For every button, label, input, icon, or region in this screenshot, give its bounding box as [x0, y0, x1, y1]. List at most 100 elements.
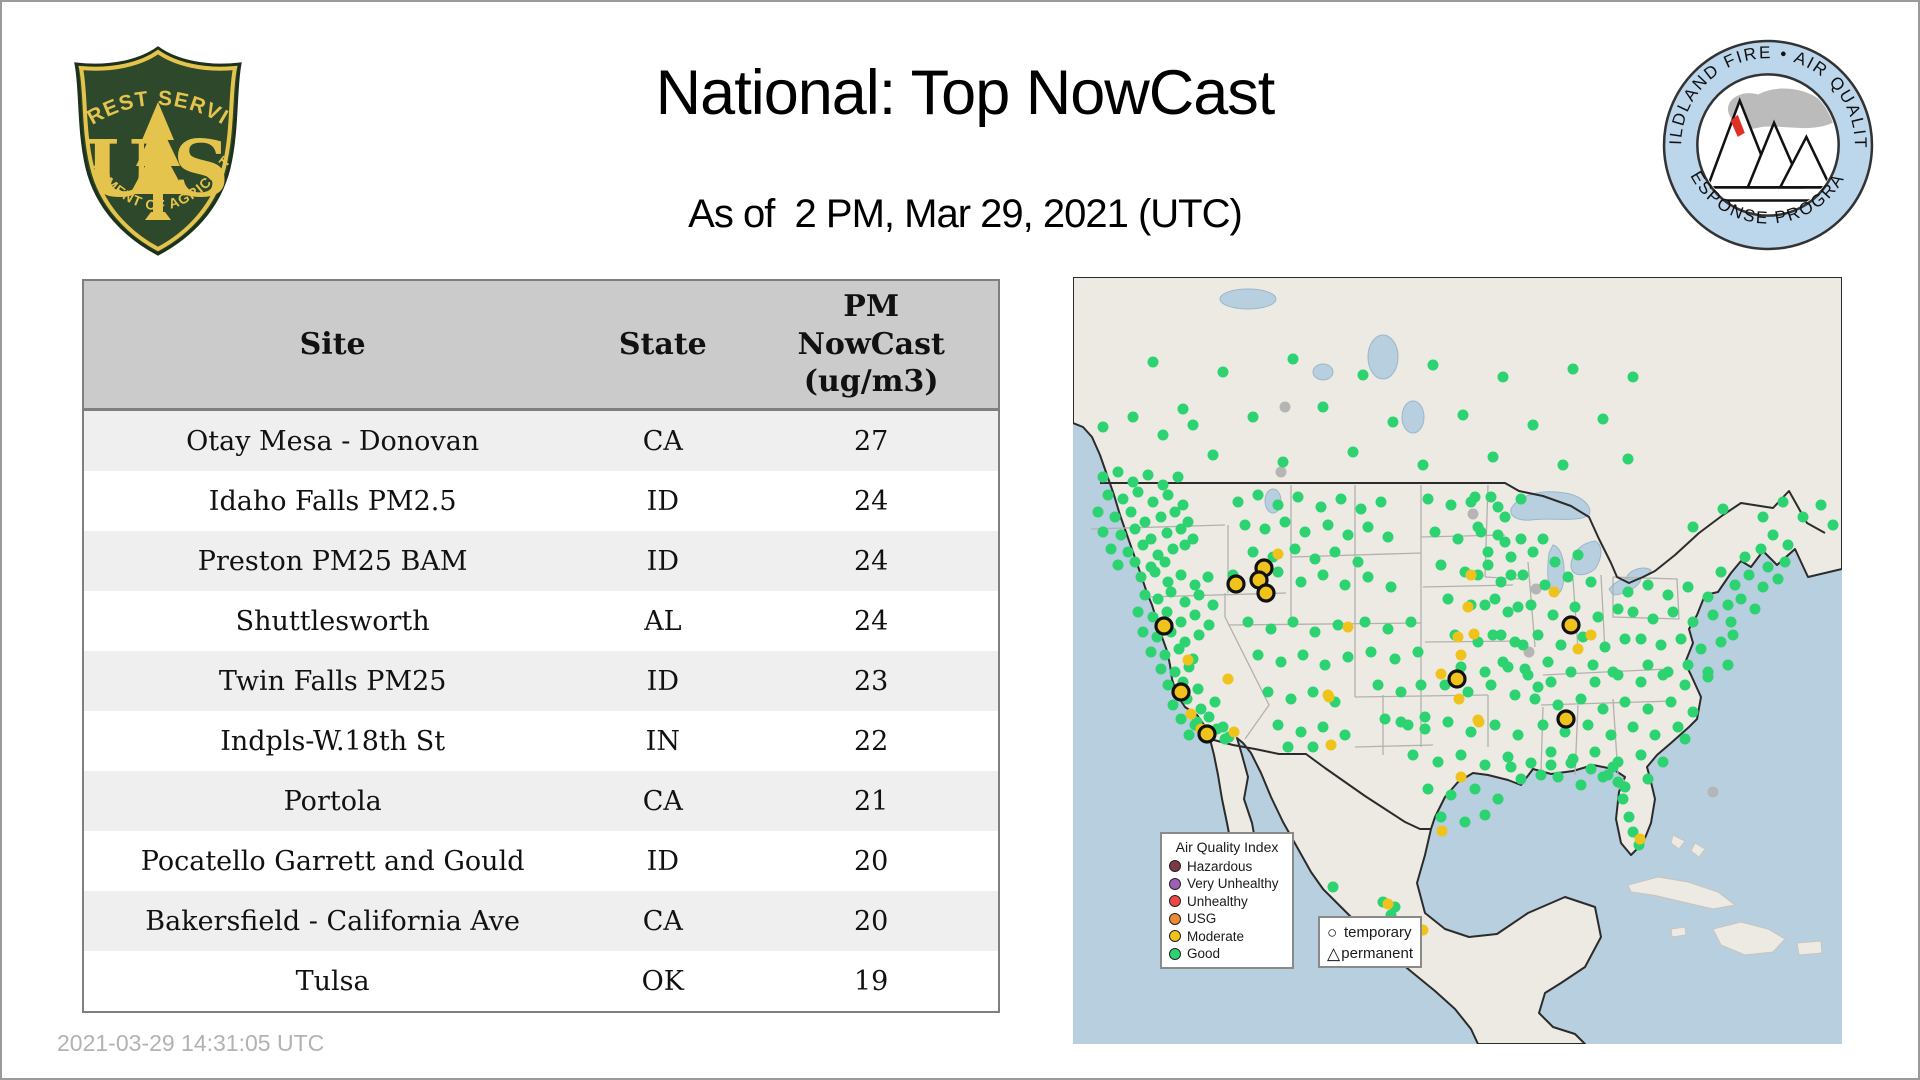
monitor-dot	[1445, 499, 1457, 511]
value-cell: 19	[744, 951, 999, 1012]
monitor-dot	[1435, 668, 1447, 680]
monitor-dot	[1695, 643, 1707, 655]
monitor-dot	[1339, 579, 1351, 591]
monitor-dot	[1175, 616, 1187, 628]
state-cell: ID	[581, 651, 745, 711]
monitor-dot	[1279, 516, 1291, 528]
monitor-dot	[1492, 501, 1504, 513]
monitor-dot	[1275, 656, 1287, 668]
monitor-dot	[1407, 749, 1419, 761]
monitor-dot	[1797, 511, 1809, 523]
aqi-legend-item: USG	[1169, 911, 1285, 928]
monitor-dot	[1419, 723, 1431, 735]
monitor-dot	[1772, 573, 1784, 585]
monitor-dot	[1112, 559, 1124, 571]
monitor-dot	[1317, 401, 1329, 413]
pine-tree-icon	[130, 102, 186, 220]
monitor-dot	[1189, 579, 1201, 591]
monitor-dot	[1207, 449, 1219, 461]
monitor-dot	[1262, 686, 1274, 698]
monitor-dot	[1617, 793, 1629, 805]
monitor-dot	[1487, 629, 1499, 641]
monitor-dot	[1502, 606, 1514, 618]
monitor-dot	[1187, 419, 1199, 431]
monitor-dot	[1505, 569, 1517, 581]
aqi-legend-item: Moderate	[1169, 928, 1285, 945]
monitor-dot	[1779, 556, 1791, 568]
top-nowcast-table: Site State PM NowCast (ug/m3) Otay Mesa …	[82, 279, 1000, 1013]
monitor-dot	[1623, 811, 1635, 823]
monitor-dot	[1512, 601, 1524, 613]
monitor-dot	[1382, 898, 1394, 910]
permanent-triangle-icon: △	[1327, 944, 1341, 963]
monitor-dot	[1495, 629, 1507, 641]
monitor-dot	[1567, 363, 1579, 375]
monitor-dot	[1375, 496, 1387, 508]
monitor-dot	[1472, 521, 1484, 533]
monitor-dot	[1372, 679, 1384, 691]
monitor-dot	[1105, 543, 1117, 555]
generated-timestamp: 2021-03-29 14:31:05 UTC	[57, 1030, 325, 1056]
monitor-dot	[1195, 703, 1207, 715]
value-cell: 20	[744, 891, 999, 951]
monitor-dot	[1509, 689, 1521, 701]
aqi-legend-title: Air Quality Index	[1175, 839, 1279, 855]
monitor-dot	[1385, 581, 1397, 593]
monitor-dot	[1295, 576, 1307, 588]
monitor-dot	[1169, 666, 1181, 678]
monitor-dot	[1209, 696, 1221, 708]
forest-service-shield: FOREST SERVICE U S DEPARTMENT OF AGRICUL…	[52, 26, 242, 256]
monitor-dot	[1569, 601, 1581, 613]
monitor-dot	[1145, 533, 1157, 545]
monitor-dot	[1335, 493, 1347, 505]
monitor-dot	[1355, 503, 1367, 515]
state-cell: ID	[581, 531, 745, 591]
monitor-dot	[1379, 713, 1391, 725]
highlight-marker	[1447, 669, 1467, 689]
monitor-dot	[1452, 533, 1464, 545]
monitor-dot	[1597, 413, 1609, 425]
monitor-dot	[1722, 599, 1734, 611]
monitor-dot	[1707, 609, 1719, 621]
monitor-dot	[1155, 663, 1167, 675]
monitor-dot	[1749, 603, 1761, 615]
monitor-dot	[1622, 586, 1634, 598]
monitor-dot	[1239, 519, 1251, 531]
table-row: Pocatello Garrett and Gould ID 20	[83, 831, 999, 891]
monitor-dot	[1612, 776, 1624, 788]
monitor-dot	[1162, 576, 1174, 588]
value-cell: 20	[744, 831, 999, 891]
monitor-dot	[1489, 593, 1501, 605]
monitor-dot	[1517, 569, 1529, 581]
monitor-dot	[1272, 566, 1284, 578]
monitor-dot	[1537, 533, 1549, 545]
monitor-dot	[1479, 666, 1491, 678]
monitor-dot	[1605, 729, 1617, 741]
monitor-dot	[1092, 506, 1104, 518]
monitor-dot	[1619, 633, 1631, 645]
highlight-marker	[1226, 574, 1246, 594]
state-cell: AL	[581, 591, 745, 651]
monitor-dot	[1115, 529, 1127, 541]
value-cell: 27	[744, 409, 999, 471]
monitor-dot	[1655, 639, 1667, 651]
monitor-dot	[1149, 566, 1161, 578]
monitor-dot	[1453, 693, 1465, 705]
state-cell: CA	[581, 409, 745, 471]
site-cell: Portola	[83, 771, 582, 831]
map-lakes	[1219, 288, 1652, 596]
monitor-dot	[1589, 746, 1601, 758]
shield-gold-band	[78, 49, 238, 252]
monitor-dot	[1139, 516, 1151, 528]
monitor-dot	[1232, 496, 1244, 508]
monitor-dot	[1122, 546, 1134, 558]
monitor-dot	[1537, 719, 1549, 731]
monitor-dot	[1627, 721, 1639, 733]
monitor-dot	[1182, 654, 1194, 666]
site-cell: Idaho Falls PM2.5	[83, 471, 582, 531]
monitor-dot	[1323, 691, 1335, 703]
monitor-dot	[1515, 493, 1527, 505]
monitor-dot	[1417, 459, 1429, 471]
monitor-dots-layer	[1092, 353, 1839, 943]
wfaqrp-logo: WILDLAND FIRE • AIR QUALITY RESPONSE PRO…	[1652, 22, 1875, 252]
